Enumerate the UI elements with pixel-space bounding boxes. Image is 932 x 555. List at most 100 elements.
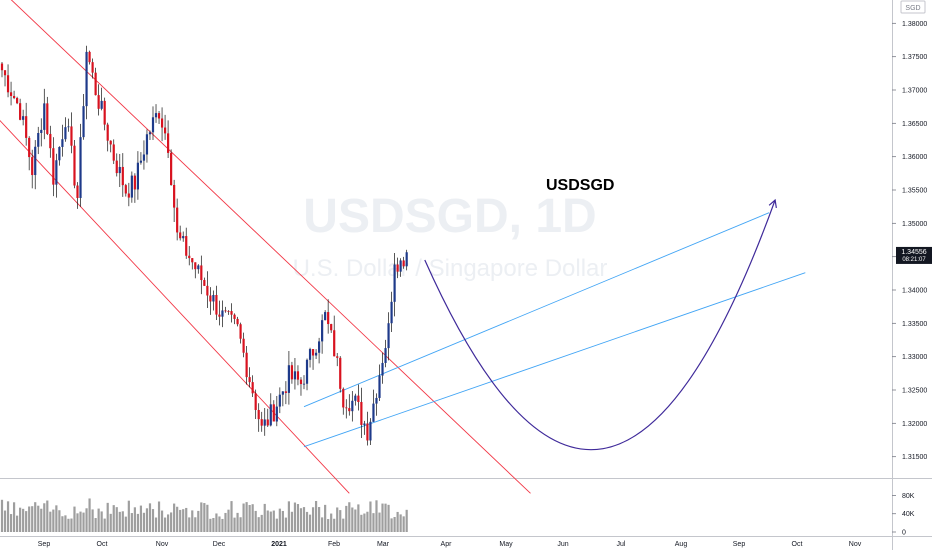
- time-axis-label: Dec: [213, 541, 226, 548]
- volume-bar: [3, 510, 7, 532]
- candle-body: [124, 185, 127, 194]
- candle-body: [299, 379, 303, 385]
- candle-body: [157, 113, 161, 119]
- volume-bar: [46, 500, 49, 532]
- candle-body: [139, 160, 143, 163]
- volume-bar: [157, 501, 161, 532]
- candle-body: [170, 152, 173, 185]
- volume-bar: [239, 517, 242, 532]
- projection-arc[interactable]: [424, 198, 777, 451]
- candle-body: [375, 397, 378, 404]
- volume-bar: [372, 513, 375, 532]
- volume-bar: [12, 502, 16, 532]
- volume-bar: [115, 507, 118, 532]
- volume-axis-label: 40K: [902, 511, 915, 518]
- candle-body: [206, 285, 209, 296]
- currency-badge[interactable]: SGD: [900, 0, 926, 14]
- chart-annotation[interactable]: USDSGD: [546, 177, 614, 194]
- candle-body: [387, 323, 390, 349]
- volume-bar: [94, 518, 97, 532]
- volume-bar: [369, 501, 372, 532]
- candle-body: [242, 338, 245, 353]
- volume-bar: [339, 510, 342, 532]
- volume-bar: [209, 518, 212, 532]
- volume-bar: [266, 510, 269, 532]
- volume-bar: [97, 508, 100, 532]
- watermark-description: U.S. Dollar / Singapore Dollar: [293, 255, 608, 282]
- candle-body: [284, 391, 287, 393]
- volume-bar: [200, 502, 203, 532]
- volume-bar: [257, 517, 260, 532]
- price-axis-label: 1.34000: [902, 288, 927, 295]
- volume-bar: [375, 500, 378, 532]
- candle-body: [302, 383, 306, 385]
- candle-body: [130, 175, 133, 198]
- volume-bar: [206, 504, 209, 532]
- candle-body: [363, 423, 366, 425]
- volume-bar: [278, 508, 281, 532]
- volume-bar: [148, 503, 152, 532]
- candle-body: [239, 324, 242, 339]
- downtrend-channel-upper[interactable]: [0, 0, 531, 494]
- volume-bar: [28, 506, 31, 532]
- candle-body: [305, 359, 309, 384]
- volume-bar: [58, 510, 61, 532]
- volume-bar: [163, 517, 167, 532]
- candle-body: [145, 134, 149, 155]
- candle-body: [106, 124, 109, 141]
- candle-body: [405, 252, 408, 267]
- volume-bar: [73, 506, 76, 532]
- volume-bar: [173, 503, 176, 532]
- volume-bar: [142, 512, 146, 532]
- candle-body: [12, 95, 16, 98]
- volume-bar: [16, 515, 19, 532]
- time-axis-label: Jul: [617, 541, 626, 548]
- volume-axis[interactable]: 80K 40K 0: [892, 493, 915, 537]
- volume-bar: [221, 518, 224, 532]
- volume-bar: [330, 513, 333, 532]
- candle-body: [31, 157, 34, 176]
- price-axis[interactable]: 1.38000 1.37500 1.37000 1.36500 1.36000 1.355…: [892, 21, 927, 461]
- volume-bar: [275, 518, 278, 532]
- candle-body: [254, 393, 257, 410]
- volume-bar: [218, 516, 221, 532]
- time-axis[interactable]: Sep Oct Nov Dec 2021 Feb Mar Apr May Jun Jul Aug Sep…: [38, 541, 862, 548]
- volume-bar: [121, 511, 124, 532]
- candle-body: [82, 106, 85, 138]
- volume-bar: [37, 505, 40, 532]
- trend-lines[interactable]: [0, 0, 806, 494]
- candle-body: [194, 262, 197, 270]
- price-axis-label: 1.35500: [902, 188, 927, 195]
- candle-body: [6, 75, 10, 93]
- candle-body: [342, 388, 345, 408]
- candle-body: [321, 320, 324, 342]
- volume-bar: [236, 512, 239, 532]
- candle-body: [25, 116, 28, 138]
- price-axis-label: 1.37500: [902, 54, 927, 61]
- candle-body: [351, 400, 354, 412]
- time-axis-label: Oct: [792, 541, 803, 548]
- candle-body: [40, 129, 43, 133]
- candle-body: [115, 160, 118, 174]
- uptrend-channel-lower[interactable]: [303, 272, 806, 448]
- candle-body: [269, 404, 272, 426]
- volume-bar: [284, 517, 287, 532]
- candle-body: [136, 162, 139, 190]
- volume-bar: [76, 513, 79, 532]
- candle-body: [324, 312, 327, 321]
- candle-body: [191, 258, 194, 263]
- price-axis-label: 1.33000: [902, 354, 927, 361]
- time-axis-label: Mar: [377, 541, 390, 548]
- candle-body: [293, 371, 297, 380]
- candle-body: [275, 406, 278, 422]
- candle-body: [142, 154, 146, 161]
- downtrend-channel-lower[interactable]: [0, 107, 350, 494]
- candle-body: [215, 294, 218, 315]
- candle-body: [396, 264, 399, 272]
- watermark-symbol: USDSGD, 1D: [303, 190, 596, 243]
- projection-path[interactable]: [424, 199, 776, 451]
- candle-body: [185, 236, 188, 256]
- price-axis-label: 1.37000: [902, 88, 927, 95]
